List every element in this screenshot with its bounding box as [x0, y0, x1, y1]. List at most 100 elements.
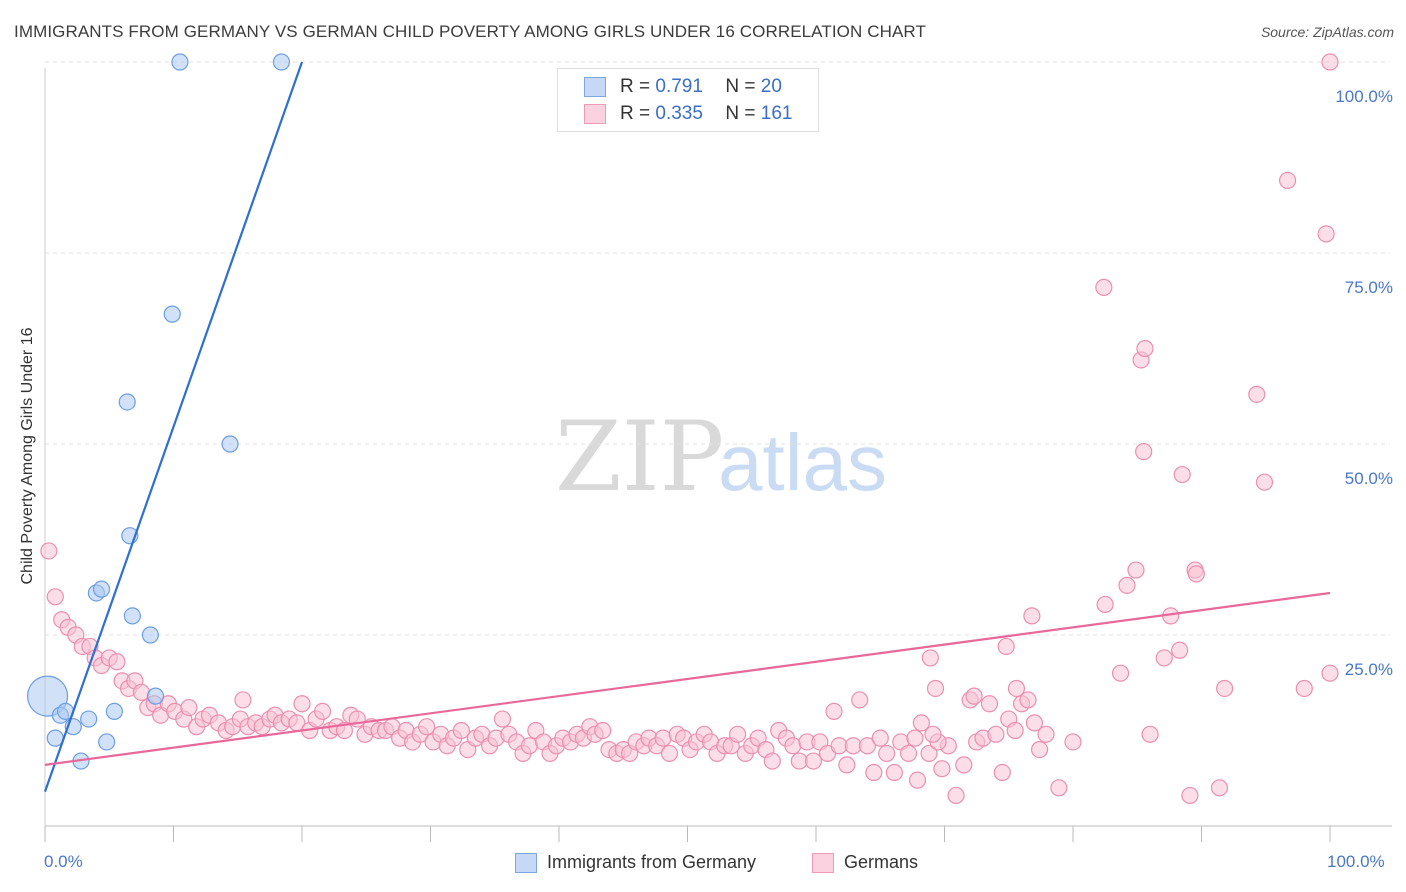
germans-point [1321, 664, 1339, 682]
germans-point [46, 588, 64, 606]
germans-point [1295, 679, 1313, 698]
germans-point [1136, 339, 1154, 358]
germans-point [234, 691, 252, 709]
germans-point [825, 702, 843, 721]
germans-point [908, 771, 927, 789]
germans-point [493, 710, 512, 728]
germans-point [921, 649, 939, 667]
legend-r-value: 0.335 [655, 103, 703, 124]
germans-trend-line [44, 591, 1331, 766]
y-tick-label-75: 75.0% [1344, 278, 1393, 297]
legend-r-label: R = [620, 76, 651, 97]
germans-point [885, 763, 903, 782]
correlation-legend: R = 0.791 N = 20 R = 0.335 N = 161 [557, 68, 819, 132]
immigrants-point [26, 675, 69, 717]
germans-point [452, 721, 470, 740]
germans-point [1025, 714, 1044, 732]
bottom-legend-germans: Germans [812, 852, 918, 873]
y-tick-label-50: 50.0% [1344, 469, 1393, 488]
germans-point [1181, 786, 1199, 805]
germans-point [1187, 565, 1205, 583]
germans-point [933, 760, 951, 778]
germans-point [920, 744, 938, 763]
germans-point [865, 763, 883, 782]
legend-n-value: 161 [760, 103, 793, 124]
bottom-legend-swatch-blue [515, 852, 537, 873]
germans-point [132, 683, 150, 701]
immigrants-point [123, 607, 141, 625]
germans-point [660, 744, 679, 763]
germans-point [1278, 171, 1297, 190]
germans-point [965, 687, 983, 705]
germans-point [906, 729, 924, 747]
germans-point [1141, 725, 1159, 743]
germans-point [1064, 733, 1082, 751]
germans-point [871, 729, 889, 747]
germans-point [40, 542, 58, 560]
legend-r-value: 0.791 [655, 76, 703, 97]
germans-point [520, 737, 539, 755]
germans-point [1210, 779, 1229, 797]
germans-point [1127, 561, 1145, 579]
y-tick-label-25: 25.0% [1344, 660, 1393, 679]
x-tick-label-0: 0.0% [44, 852, 83, 871]
germans-point [1173, 465, 1191, 484]
germans-point [335, 721, 354, 740]
bottom-legend-swatch-pink [812, 852, 834, 873]
germans-point [1030, 740, 1049, 759]
x-tick-label-100: 100.0% [1327, 852, 1385, 871]
immigrants-point [98, 733, 116, 751]
germans-point [1095, 278, 1113, 296]
immigrants-point [146, 687, 165, 705]
germans-point [1248, 385, 1266, 403]
germans-point [1321, 53, 1339, 71]
germans-point [1216, 679, 1234, 698]
immigrants-point [105, 702, 123, 721]
immigrants-point [80, 710, 98, 728]
germans-point [313, 702, 332, 721]
germans-point [654, 729, 672, 747]
germans-point [1023, 607, 1041, 625]
germans-point [1096, 595, 1114, 614]
bottom-legend-label: Immigrants from Germany [547, 852, 757, 872]
germans-point [955, 756, 973, 774]
bottom-legend-label: Germans [844, 852, 919, 872]
legend-swatch-blue [584, 77, 606, 97]
germans-point [993, 763, 1011, 782]
immigrants-point [272, 53, 291, 71]
legend-swatch-pink [584, 104, 606, 124]
germans-point [997, 637, 1015, 656]
y-tick-label-100: 100.0% [1335, 87, 1393, 106]
germans-point [1037, 725, 1055, 743]
immigrants-point [118, 393, 136, 411]
immigrants-point [92, 580, 111, 598]
germans-point [1007, 679, 1026, 698]
watermark-zip: ZIP [555, 401, 724, 513]
germans-point [878, 744, 896, 763]
germans-point [729, 725, 747, 743]
germans-point [912, 714, 930, 732]
germans-point [924, 725, 942, 743]
immigrants-point [221, 435, 239, 453]
germans-point [1118, 576, 1136, 594]
germans-point [980, 695, 999, 713]
germans-point [1155, 649, 1173, 667]
germans-point [1111, 664, 1130, 682]
germans-point [926, 679, 945, 698]
germans-point [784, 737, 802, 755]
source-label: Source: ZipAtlas.com [1260, 24, 1394, 40]
germans-point [947, 786, 965, 805]
germans-point [1019, 691, 1037, 709]
germans-point [987, 725, 1005, 743]
immigrants-point [141, 626, 159, 644]
legend-row-germans: R = 0.335 N = 161 [584, 102, 792, 126]
watermark-atlas: atlas [718, 418, 887, 507]
germans-point [1050, 779, 1068, 797]
germans-point [858, 737, 877, 755]
germans-point [108, 653, 126, 671]
bottom-legend-immigrants: Immigrants from Germany [515, 852, 756, 873]
germans-point [1255, 473, 1274, 491]
legend-n-label: N = [725, 103, 756, 124]
germans-point [851, 691, 869, 709]
